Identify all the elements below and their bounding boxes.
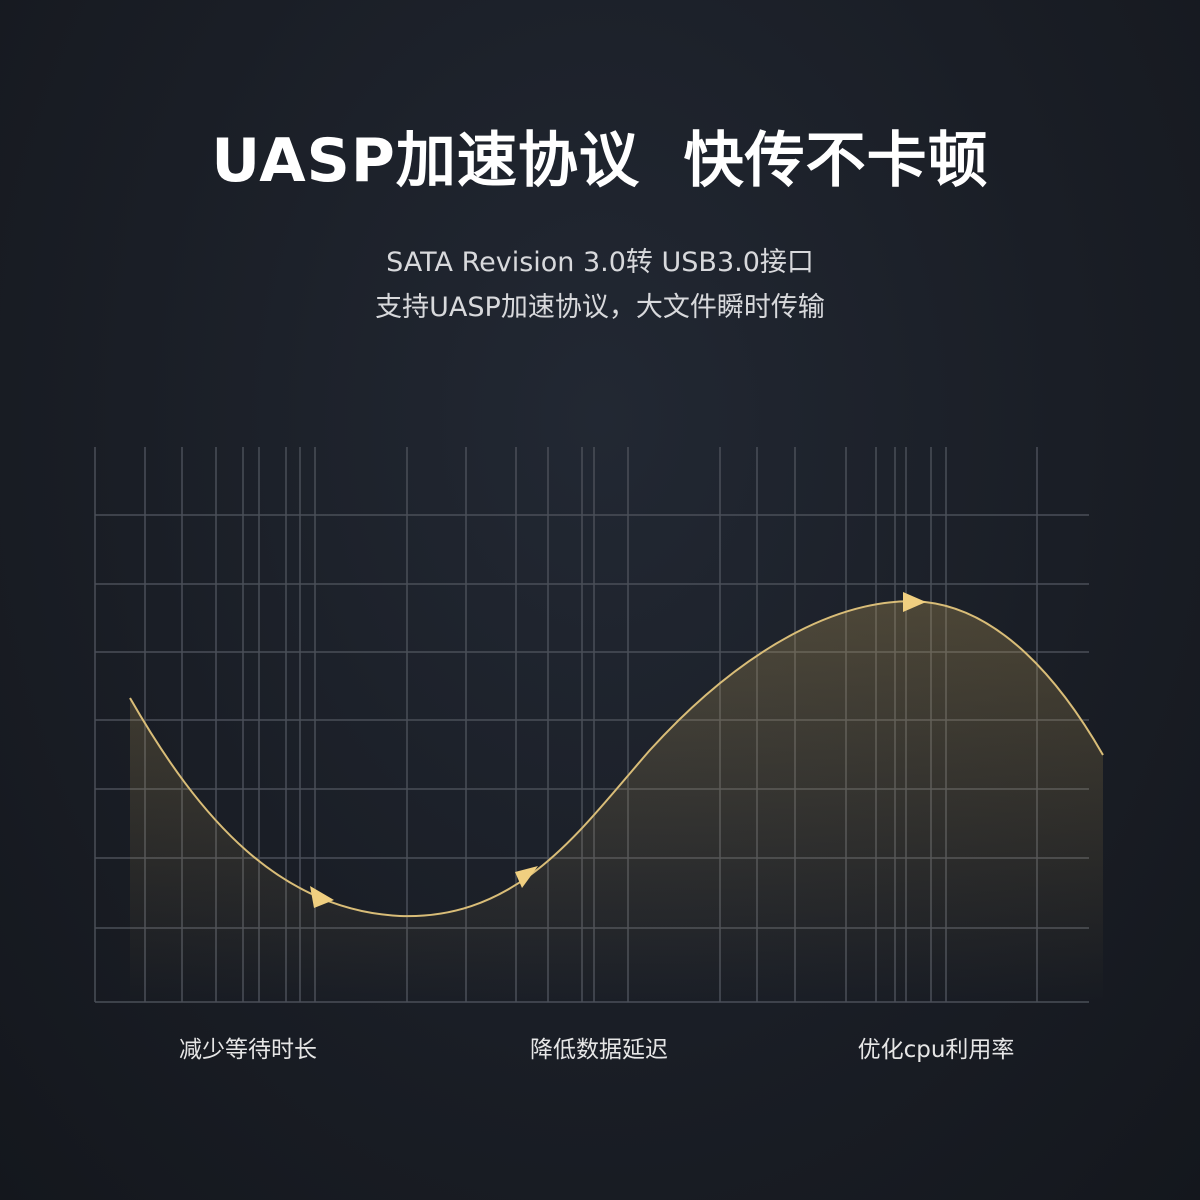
subtitle: SATA Revision 3.0转 USB3.0接口	[386, 247, 814, 278]
arrow	[310, 886, 334, 908]
curve	[129, 600, 1104, 918]
label: 优化cpu利用率	[857, 1037, 1015, 1063]
arrow	[903, 592, 926, 612]
subtitle: 支持UASP加速协议，大文件瞬时传输	[375, 292, 825, 323]
curve-fill	[130, 601, 1103, 1002]
label: 减少等待时长	[179, 1037, 317, 1063]
title: UASP加速协议 快传不卡顿	[211, 126, 989, 196]
label: 降低数据延迟	[530, 1037, 668, 1063]
arrow	[515, 866, 538, 888]
